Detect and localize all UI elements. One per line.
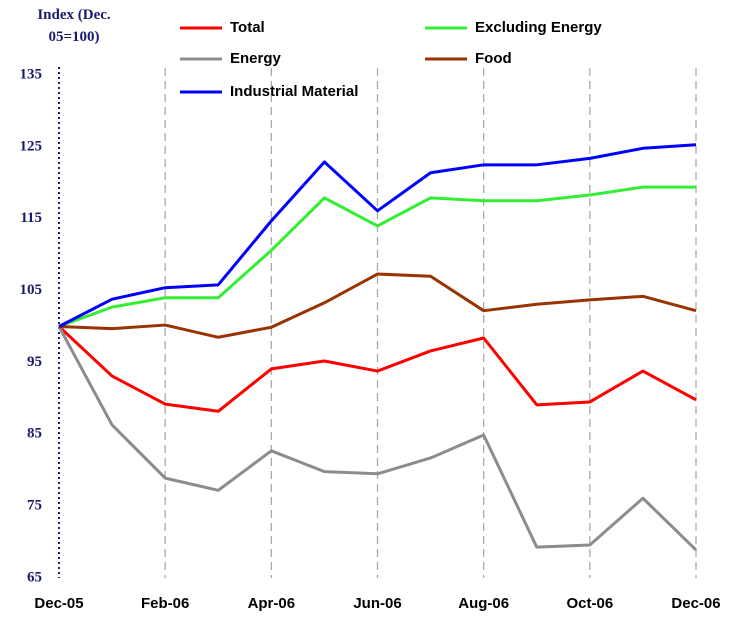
- x-tick-label: Dec-06: [671, 595, 720, 612]
- x-tick-label: Aug-06: [458, 595, 509, 612]
- y-tick-label: 65: [27, 569, 42, 585]
- y-tick-label: 135: [20, 66, 43, 82]
- series-line: [57, 325, 697, 413]
- y-tick-label: 105: [20, 282, 43, 298]
- legend-label: Food: [475, 50, 512, 67]
- x-tick-label: Dec-05: [34, 595, 83, 612]
- y-tick-label: 115: [20, 210, 42, 226]
- legend-label: Excluding Energy: [475, 19, 602, 36]
- y-tick-label: 95: [27, 354, 42, 370]
- y-tick-label: 75: [27, 498, 42, 514]
- x-tick-label: Feb-06: [141, 595, 189, 612]
- y-tick-label: 85: [27, 426, 42, 442]
- x-tick-label: Jun-06: [353, 595, 401, 612]
- y-axis-label: Index (Dec. 05=100): [37, 7, 111, 45]
- legend-label: Total: [230, 19, 265, 36]
- series-line: [58, 272, 697, 339]
- series-line: [57, 325, 698, 552]
- y-tick-label: 125: [20, 138, 43, 154]
- legend-label: Energy: [230, 50, 282, 67]
- series-line: [58, 185, 696, 328]
- x-tick-label: Apr-06: [248, 595, 296, 612]
- legend-label: Industrial Material: [230, 83, 358, 100]
- series-line: [58, 143, 697, 328]
- x-tick-label: Oct-06: [566, 595, 613, 612]
